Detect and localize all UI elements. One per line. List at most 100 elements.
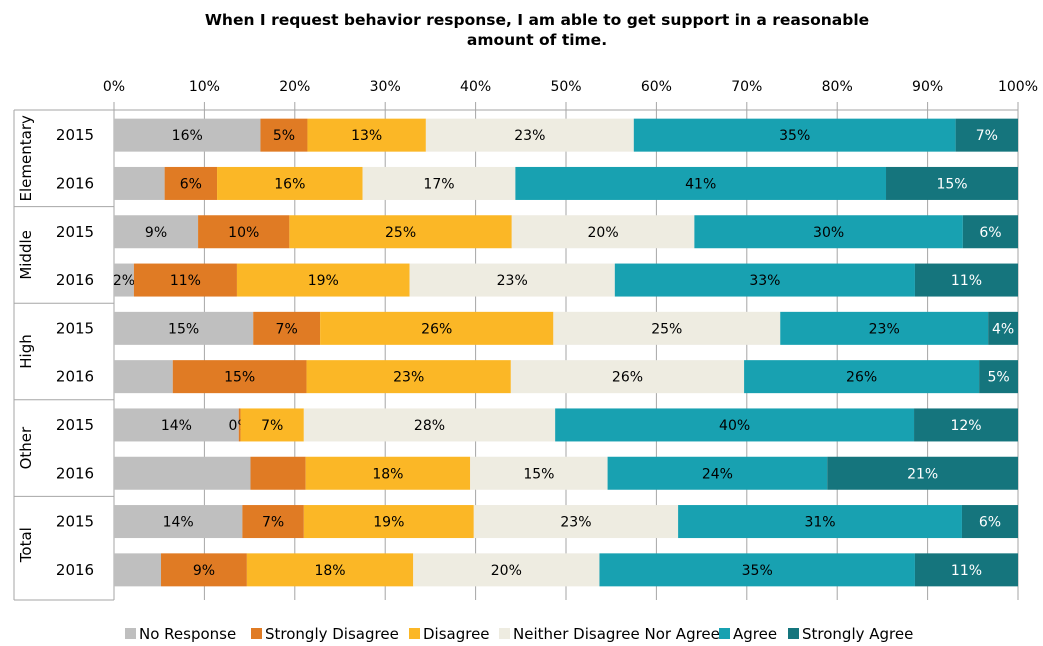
bar-segment	[114, 408, 239, 442]
data-label: 26%	[846, 370, 877, 386]
bar-segment	[988, 311, 1018, 345]
legend-label: Strongly Disagree	[265, 625, 399, 643]
bar-segment	[614, 263, 915, 297]
bar-segment	[553, 311, 781, 345]
bar-segment	[253, 311, 321, 345]
bar-segment	[172, 360, 307, 394]
data-label: 16%	[172, 128, 203, 144]
data-label: 9%	[193, 563, 215, 579]
data-label: 20%	[588, 225, 619, 241]
data-label: 15%	[168, 321, 199, 337]
bar-segment	[914, 408, 1018, 442]
x-tick-label: 0%	[103, 79, 125, 95]
bar-segment	[607, 456, 828, 490]
legend-label: No Response	[139, 625, 236, 643]
bar-segment	[114, 360, 173, 394]
data-label: 4%	[992, 321, 1014, 337]
bar-segment	[633, 118, 956, 152]
legend-swatch	[719, 628, 730, 639]
group-label: Elementary	[17, 115, 35, 201]
data-label: 31%	[804, 515, 835, 531]
bar-segment	[260, 118, 308, 152]
data-label: 33%	[749, 273, 780, 289]
x-tick-label: 70%	[731, 79, 762, 95]
bar-segment	[114, 215, 199, 249]
legend-swatch	[125, 628, 136, 639]
year-label: 2016	[56, 464, 94, 482]
x-tick-label: 80%	[822, 79, 853, 95]
chart-title-line-2: amount of time.	[467, 31, 607, 49]
legend-label: Strongly Agree	[802, 625, 913, 643]
data-label: 20%	[491, 563, 522, 579]
bar-segment	[217, 166, 363, 200]
data-label: 2%	[113, 273, 135, 289]
bar-segment	[362, 166, 516, 200]
data-label: 14%	[161, 418, 192, 434]
data-label: 35%	[742, 563, 773, 579]
legend: No Response Strongly Disagree Disagree Neit…	[125, 625, 913, 643]
bar-segment	[827, 456, 1018, 490]
group-label: Middle	[17, 230, 35, 280]
data-label: 18%	[372, 466, 403, 482]
bar-segment	[114, 263, 134, 297]
bar-segment	[599, 553, 915, 587]
year-label: 2016	[56, 561, 94, 579]
bar-segment	[473, 505, 679, 539]
data-label: 6%	[180, 176, 202, 192]
data-label: 23%	[393, 370, 424, 386]
bar-segment	[161, 553, 247, 587]
data-label: 21%	[907, 466, 938, 482]
chart-title-line-1: When I request behavior response, I am a…	[205, 11, 869, 29]
bar-segment	[555, 408, 915, 442]
bar-segment	[164, 166, 218, 200]
data-label: 7%	[276, 321, 298, 337]
x-tick-label: 50%	[550, 79, 581, 95]
bar-segment	[114, 553, 162, 587]
data-label: 11%	[951, 273, 982, 289]
bar-segment	[114, 311, 254, 345]
data-label: 19%	[373, 515, 404, 531]
data-label: 26%	[421, 321, 452, 337]
data-label: 7%	[261, 418, 283, 434]
data-label: 28%	[414, 418, 445, 434]
year-label: 2015	[56, 126, 94, 144]
x-tick-label: 10%	[189, 79, 220, 95]
bar-segment	[133, 263, 237, 297]
bar-segment	[694, 215, 963, 249]
data-label: 10%	[228, 225, 259, 241]
year-label: 2015	[56, 513, 94, 531]
data-label: 23%	[869, 321, 900, 337]
x-tick-label: 30%	[370, 79, 401, 95]
bar-segment	[979, 360, 1018, 394]
data-label: 18%	[314, 563, 345, 579]
bar-segment	[240, 408, 304, 442]
x-axis: 0% 10% 20% 30% 40% 50% 60% 70% 80% 90% 100%	[103, 79, 1038, 95]
legend-swatch	[499, 628, 510, 639]
bar-segment	[780, 311, 989, 345]
bar-segment	[515, 166, 887, 200]
group-label: Other	[17, 426, 35, 469]
bar-segment	[114, 456, 251, 490]
y-axis: 2015 2016 Elementary 2015 2016 Middle 2015 2016…	[13, 109, 114, 601]
data-label: 6%	[979, 225, 1001, 241]
data-label: 13%	[351, 128, 382, 144]
data-label: 41%	[685, 176, 716, 192]
bar-segment	[914, 263, 1018, 297]
bar-segment	[914, 553, 1018, 587]
bar-segment	[470, 456, 608, 490]
year-label: 2016	[56, 174, 94, 192]
data-label: 15%	[523, 466, 554, 482]
data-label: 23%	[514, 128, 545, 144]
bar-segment	[678, 505, 962, 539]
data-label: 30%	[813, 225, 844, 241]
data-label: 15%	[224, 370, 255, 386]
data-label: 40%	[719, 418, 750, 434]
data-label: 35%	[779, 128, 810, 144]
bar-segment	[744, 360, 980, 394]
bar-segment	[250, 456, 306, 490]
legend-swatch	[788, 628, 799, 639]
bar-segment	[303, 505, 474, 539]
data-label: 25%	[385, 225, 416, 241]
data-label: 6%	[979, 515, 1001, 531]
x-tick-label: 20%	[279, 79, 310, 95]
